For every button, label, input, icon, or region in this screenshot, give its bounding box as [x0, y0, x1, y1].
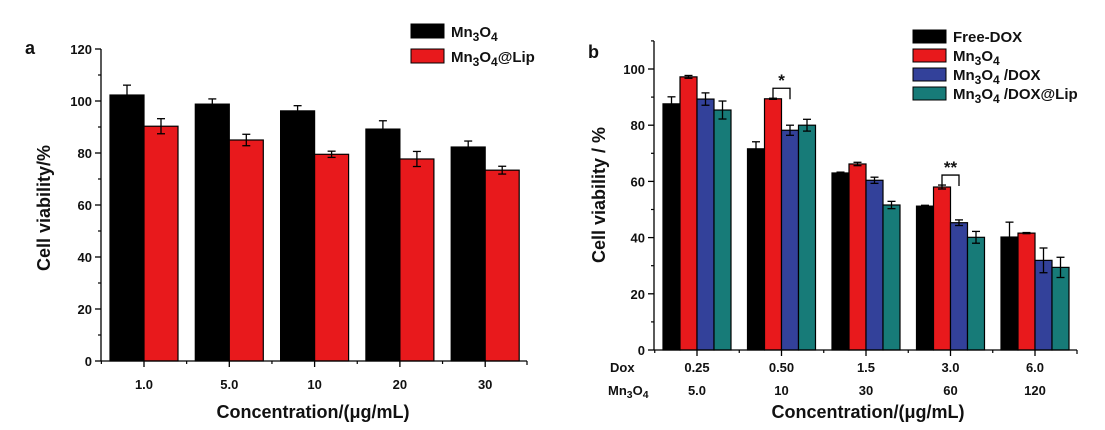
- bar: [280, 110, 316, 362]
- legend-swatch: [912, 86, 947, 101]
- y-axis-title-a: Cell viability/%: [34, 145, 54, 271]
- panel-label-b: b: [588, 42, 599, 62]
- bar: [194, 103, 230, 362]
- bar: [848, 163, 867, 351]
- y-tick-label: 60: [631, 174, 645, 189]
- significance-annotations: ***: [772, 71, 960, 187]
- x-tick-label-secondary: 120: [1024, 383, 1046, 398]
- bar: [1000, 236, 1019, 351]
- bar: [1017, 232, 1036, 351]
- row-label-dox: Dox: [610, 360, 635, 375]
- legend-label: Mn3O4: [451, 24, 498, 44]
- y-tick-label: 80: [78, 146, 92, 161]
- bar: [1051, 266, 1070, 351]
- x-tick-label: 1.5: [857, 360, 875, 375]
- bar: [696, 98, 715, 351]
- legend-label: Mn3O4: [953, 48, 1000, 68]
- panel-a: a 0 20 40 60 80 100 120 1.0 5.0 10 20 30 Cell viab…: [25, 23, 535, 422]
- bar: [966, 236, 986, 351]
- x-tick-label: 0.25: [684, 360, 709, 375]
- x-tick-label: 1.0: [135, 377, 153, 392]
- bar: [865, 179, 884, 351]
- bar: [763, 98, 783, 351]
- x-tick-label-secondary: 30: [859, 383, 873, 398]
- x-tick-label: 20: [393, 377, 407, 392]
- bar: [109, 94, 145, 362]
- legend-label: Mn3O4 /DOX: [953, 67, 1041, 87]
- y-axis-title-b: Cell viability / %: [589, 127, 609, 263]
- legend-label: Mn3O4 /DOX@Lip: [953, 86, 1078, 106]
- bar: [780, 129, 800, 351]
- legend-swatch: [410, 48, 445, 64]
- bar: [143, 125, 179, 362]
- y-tick-label: 120: [70, 42, 92, 57]
- y-tick-label: 100: [70, 94, 92, 109]
- legend-swatch: [912, 48, 947, 63]
- bar: [915, 205, 935, 351]
- x-tick-label: 30: [478, 377, 492, 392]
- y-tick-label: 80: [631, 118, 645, 133]
- y-tick-label: 40: [78, 250, 92, 265]
- y-tick-label: 60: [78, 198, 92, 213]
- significance-bracket: [941, 174, 960, 187]
- bar: [713, 109, 732, 351]
- y-tick-label: 0: [85, 354, 92, 369]
- y-tick-label: 20: [78, 302, 92, 317]
- panel-b: b 0 20 40 60 80 100 0.25 5.0 0.50 10 1.5 30 3.0 60 6.…: [588, 29, 1078, 422]
- bar: [314, 153, 350, 362]
- y-ticks-b: 0 20 40 60 80 100: [623, 40, 654, 358]
- bar: [746, 148, 766, 351]
- legend-swatch: [410, 23, 445, 39]
- panel-label-a: a: [25, 38, 36, 58]
- x-tick-label: 3.0: [941, 360, 959, 375]
- legend-swatch: [912, 67, 947, 82]
- significance-stars: **: [944, 158, 958, 177]
- bar: [797, 124, 817, 351]
- legend-swatch: [912, 29, 947, 44]
- y-tick-label: 100: [623, 62, 645, 77]
- y-tick-label: 40: [631, 231, 645, 246]
- bars-b: [662, 74, 1070, 351]
- bar: [882, 204, 901, 351]
- significance-stars: *: [778, 71, 785, 90]
- legend-label: Free-DOX: [953, 29, 1022, 46]
- x-tick-label: 5.0: [220, 377, 238, 392]
- bar: [1034, 259, 1053, 351]
- bar: [679, 76, 698, 351]
- legend-a: Mn3O4 Mn3O4@Lip: [410, 23, 535, 69]
- x-tick-label-secondary: 10: [774, 383, 788, 398]
- bar: [932, 186, 952, 351]
- x-tick-label-secondary: 60: [943, 383, 957, 398]
- bar: [949, 222, 969, 351]
- bar: [365, 128, 401, 362]
- significance-bracket: [772, 87, 791, 100]
- x-ticks-a: 1.0 5.0 10 20 30: [100, 361, 528, 392]
- bar: [662, 103, 681, 351]
- bar: [228, 139, 264, 362]
- bar: [450, 146, 486, 362]
- x-axis-title-b: Concentration/(μg/mL): [772, 402, 965, 422]
- y-ticks-a: 0 20 40 60 80 100 120: [70, 42, 101, 369]
- bar: [484, 169, 520, 362]
- row-label-mn3o4: Mn3O4: [608, 383, 649, 401]
- x-tick-label-secondary: 5.0: [688, 383, 706, 398]
- x-tick-label: 10: [307, 377, 321, 392]
- x-axis-title-a: Concentration/(μg/mL): [217, 402, 410, 422]
- y-tick-label: 0: [638, 343, 645, 358]
- x-ticks-b: 0.25 5.0 0.50 10 1.5 30 3.0 60 6.0 120 Dox Mn3O4: [608, 350, 1078, 401]
- bar: [399, 158, 435, 362]
- x-tick-label: 0.50: [769, 360, 794, 375]
- legend-label: Mn3O4@Lip: [451, 49, 535, 69]
- bars-a: [109, 84, 520, 362]
- bar: [831, 172, 850, 351]
- x-tick-label: 6.0: [1026, 360, 1044, 375]
- y-tick-label: 20: [631, 287, 645, 302]
